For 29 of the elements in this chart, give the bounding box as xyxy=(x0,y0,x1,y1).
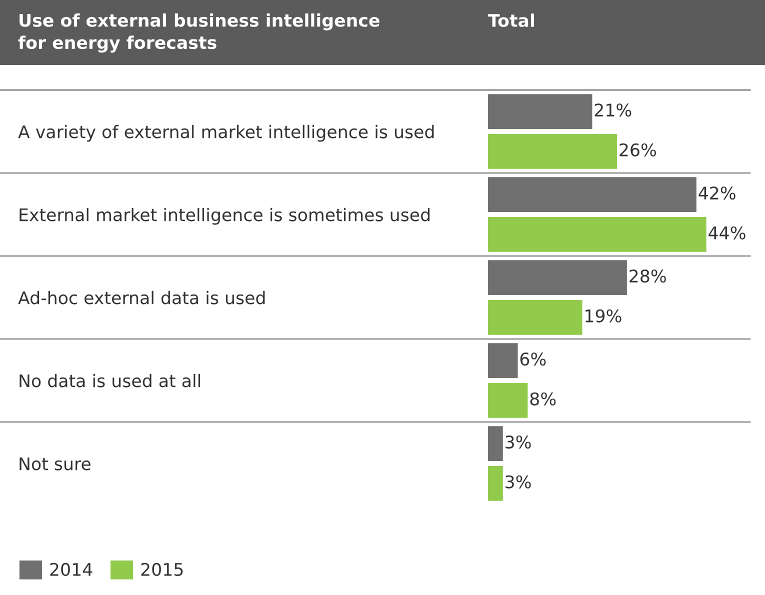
bar xyxy=(488,260,627,296)
y-tick-label: Not sure xyxy=(20,457,90,470)
bar xyxy=(488,216,706,252)
y-tick-label: A variety of external market intelligence is used xyxy=(18,124,434,142)
data-label: 21% xyxy=(594,103,632,117)
legend-label: 2015 xyxy=(141,562,183,576)
data-label: 8% xyxy=(530,392,556,406)
text: Total xyxy=(488,14,534,28)
data-label: 6% xyxy=(520,352,546,366)
y-tick-label: External market intelligence is sometimes used xyxy=(20,208,430,225)
bar xyxy=(488,177,696,212)
data-label: 44% xyxy=(708,226,746,240)
bar xyxy=(488,134,618,169)
y-tick-label: No data is used at all xyxy=(20,374,200,388)
y-tick-label: Ad-hoc external data is used xyxy=(18,290,265,304)
bar xyxy=(488,466,503,501)
bar xyxy=(488,300,582,335)
bar xyxy=(488,382,528,418)
text: Use of external business intelligence for energy forecasts xyxy=(18,13,380,53)
data-label: 3% xyxy=(506,475,531,488)
data-label: 19% xyxy=(586,309,622,322)
bar xyxy=(488,426,503,462)
legend-label: 2014 xyxy=(50,562,92,576)
data-label: 3% xyxy=(506,435,531,449)
data-label: 26% xyxy=(620,143,656,156)
bar xyxy=(488,94,592,130)
bar xyxy=(488,343,518,378)
data-label: 28% xyxy=(630,269,666,283)
data-label: 42% xyxy=(698,186,736,200)
